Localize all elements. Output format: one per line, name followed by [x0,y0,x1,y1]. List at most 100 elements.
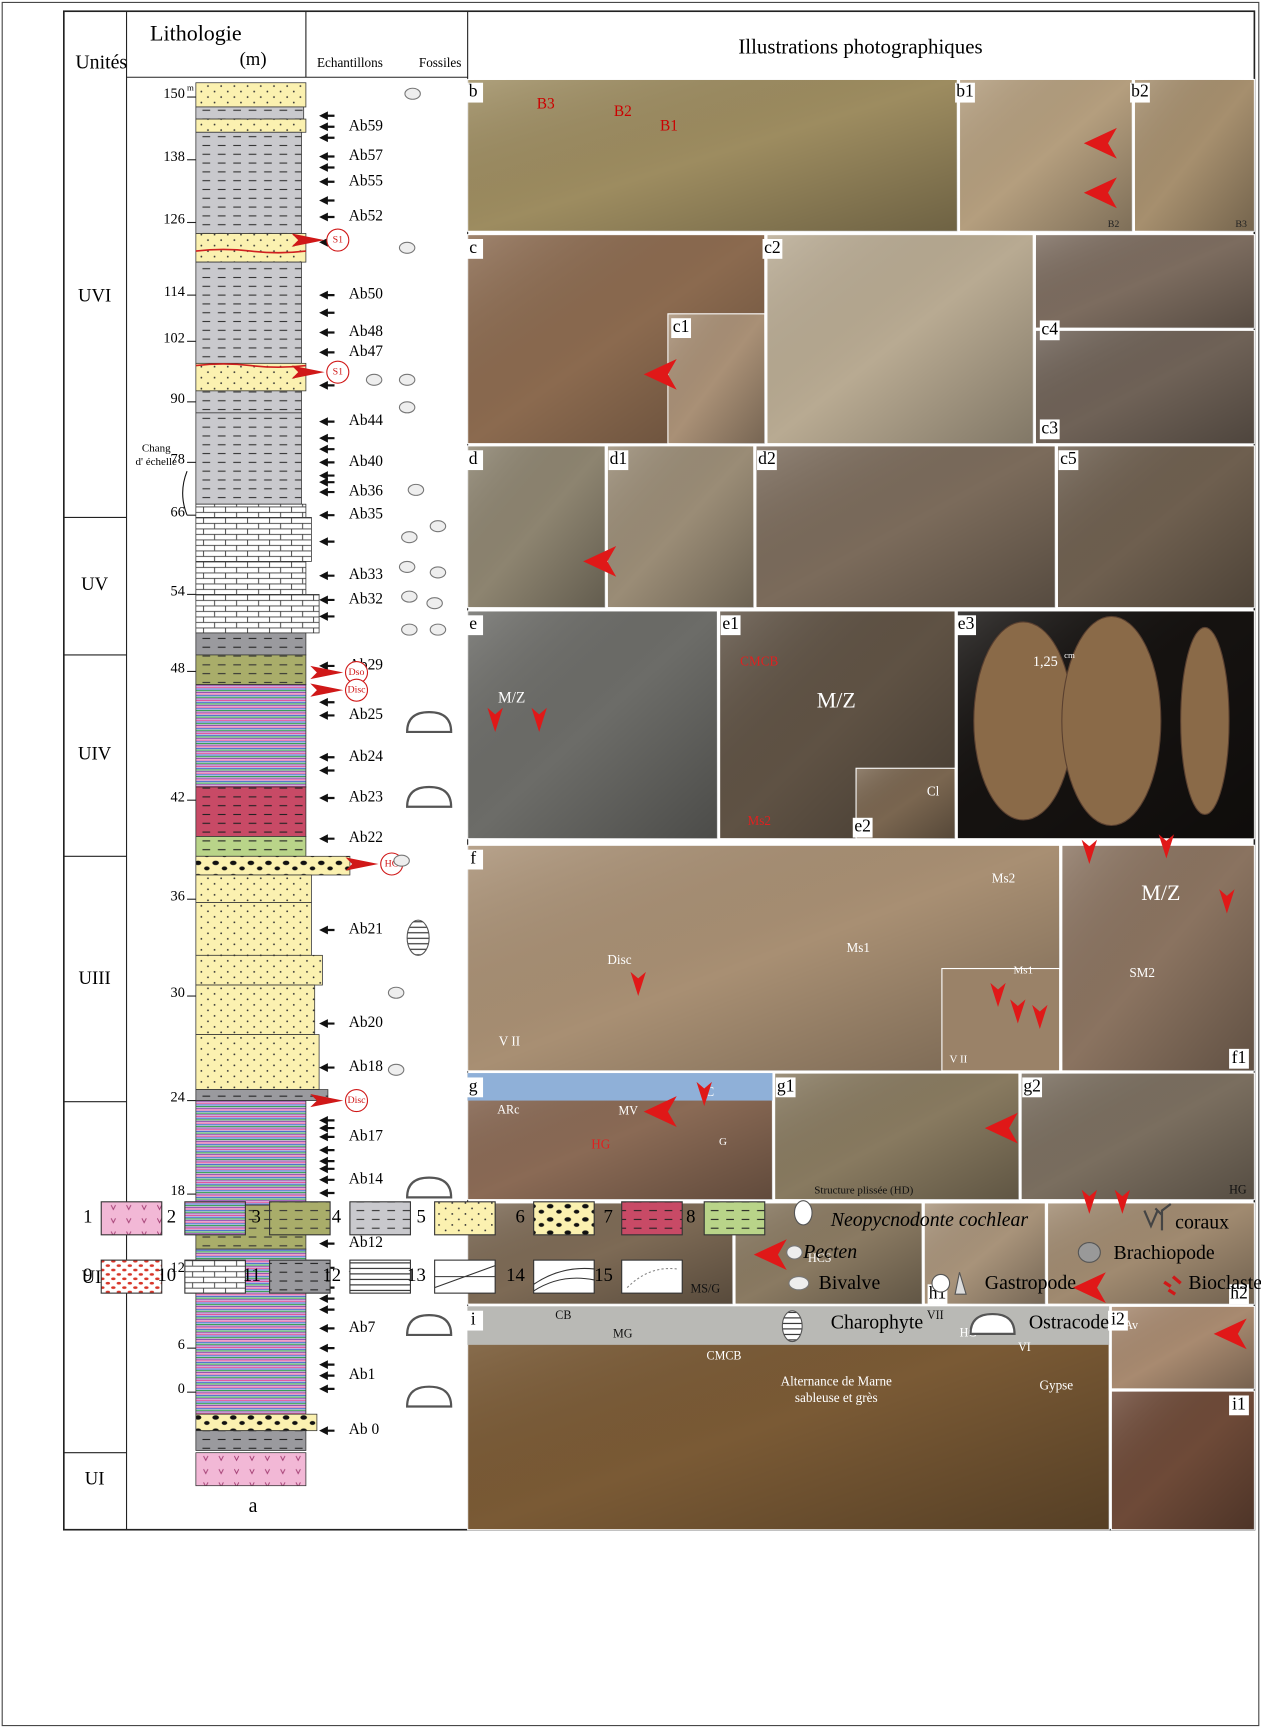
sample-arrow [319,308,335,318]
photo-label-box [762,239,783,259]
photo-shade [766,234,1034,444]
fossil-sketch [401,531,418,544]
red-arrowhead [753,1239,787,1271]
lithology-bed [195,106,305,120]
event-label: Disc [347,684,366,695]
sample-arrow [319,1371,335,1381]
photo-note: B3 [1235,219,1247,230]
depth-label: 126 [163,212,184,228]
photo-note: Av [1124,1318,1139,1332]
sample-arrow [319,417,335,427]
scale-change: Chang [142,443,171,455]
sample-label: Ab25 [349,706,384,723]
photo-label: b1 [956,81,974,101]
photo-note: G [719,1136,727,1148]
photo-note: 1,25 [1033,654,1058,670]
fossil-sketch [407,483,425,496]
lithology-bed [195,118,307,133]
lithology-bed [195,1089,329,1101]
sample-arrow [319,1123,335,1133]
legend-swatch [100,1259,163,1294]
red-arrowhead [1083,127,1117,159]
sample-arrow [319,196,335,205]
legend-swatch [621,1259,683,1294]
photo-label: f [470,848,476,868]
sample-arrow [319,1323,335,1333]
fossil-sketch [398,373,416,386]
header-photos: Illustrations photographiques [738,34,982,58]
sample-arrow [319,1343,335,1353]
lithology-bed [195,594,320,634]
sample-arrow [319,1019,335,1028]
photo-note: B2 [1108,219,1120,230]
sample-arrow [319,487,335,497]
red-arrowhead [984,1112,1018,1144]
sample-arrow [319,477,335,487]
ostracode [406,711,453,734]
sample-arrow [319,766,335,775]
legend-swatch [621,1201,683,1236]
photo-note: Ms1 [1014,964,1034,976]
red-arrowhead [583,545,617,577]
sample-arrow [319,1132,335,1142]
photo-label: i2 [1111,1309,1125,1329]
sample-label: Ab23 [349,789,384,806]
sample-label: Ab18 [349,1058,384,1075]
lithology-bed [195,503,307,518]
event-label: Dso [349,667,365,678]
unit-label: UIV [78,743,112,764]
photo-note: CB [555,1308,571,1322]
fossil-sketch [387,986,405,999]
photo-note: M/Z [498,689,525,706]
red-arrowhead [1158,834,1175,859]
photo-label-box [671,318,692,339]
icon-gastropod [931,1273,951,1293]
red-arrowhead [487,707,503,732]
legend-number: 5 [416,1207,425,1228]
event-arrow [345,857,379,871]
depth-label: 102 [163,330,184,346]
depth-label: 66 [171,504,185,520]
legend-fossil: Pecten [802,1241,857,1263]
sample-arrow [319,380,335,390]
event-circle [326,228,350,252]
sample-arrow [319,1156,335,1166]
lithology-bed [195,82,307,108]
sample-label: Ab32 [349,590,383,607]
lithology-bed [195,517,312,562]
lithology-bed [195,954,323,986]
photo-note: M/Z [817,687,856,712]
lithology-bed [195,1100,307,1206]
photo-label: c4 [1041,318,1058,338]
depth-label: 54 [171,583,185,599]
shell [1061,615,1162,827]
lithology-bed [195,390,302,414]
legend-swatch [349,1201,411,1236]
legend-fossil: Neopycnodonte cochlear [830,1209,1029,1231]
fossil-sketch [401,590,418,603]
red-arrowhead [1213,1318,1247,1350]
scale-change-arrow [182,470,188,516]
lithology-bed [195,261,302,364]
event-arrow [310,665,344,680]
photo-label: d [469,448,478,468]
red-arrowhead [990,982,1006,1008]
sample-arrow [319,793,335,803]
sample-arrow [319,433,335,443]
event-arrow [310,683,344,697]
sample-arrow [319,1145,335,1155]
legend-fossil: Ostracode [1029,1311,1109,1333]
photo-shade [1111,1306,1255,1389]
photo-note: cm [1064,650,1075,660]
legend-fossil: Gastropode [985,1272,1076,1294]
photo-shade [1057,445,1255,608]
header-scale: (m) [240,49,267,70]
sample-arrow [319,510,335,520]
legend-swatch [184,1259,246,1294]
photo-shade [1035,234,1255,329]
lithology-bed [195,1034,320,1090]
icon-brachiopod [1077,1241,1101,1263]
event-label: HG [385,858,399,869]
